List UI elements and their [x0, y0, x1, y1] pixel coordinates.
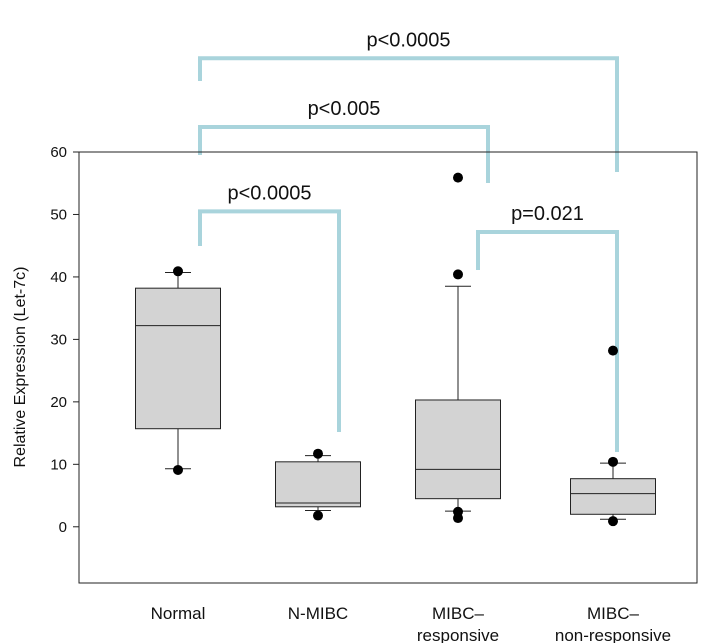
- x-axis-category-labels: Normal N-MIBC MIBC– responsive MIBC– non-resp…: [151, 604, 672, 643]
- significance-bracket-2: [198, 125, 490, 183]
- y-tick-label-40: 40: [50, 269, 67, 286]
- outlier-point: [608, 456, 618, 467]
- outlier-point: [173, 266, 183, 277]
- box-series: [135, 172, 656, 527]
- significance-bracket-1: [198, 56, 619, 172]
- iqr-box: [415, 399, 501, 500]
- p-value-labels: p<0.0005 p<0.005 p<0.0005 p=0.021: [228, 29, 584, 225]
- x-category-label: MIBC–: [432, 604, 485, 623]
- x-category-label: MIBC–: [587, 604, 640, 623]
- y-axis: 0 10 20 30 40 50 60: [50, 144, 79, 536]
- significance-bracket-3: [198, 209, 341, 432]
- y-tick-label-0: 0: [59, 519, 67, 536]
- bracket-line: [476, 229, 619, 452]
- y-tick-label-20: 20: [50, 394, 67, 411]
- x-category-sublabel: responsive: [417, 626, 499, 643]
- outlier-point: [608, 345, 618, 356]
- outlier-point: [453, 269, 463, 280]
- x-category-sublabel: non-responsive: [555, 626, 671, 643]
- p-value-label: p<0.005: [308, 98, 381, 120]
- outlier-point: [313, 448, 323, 459]
- p-value-label: p<0.0005: [367, 29, 451, 51]
- iqr-box: [135, 287, 221, 430]
- y-tick-label-10: 10: [50, 456, 67, 473]
- plot-area-frame: [78, 151, 698, 584]
- y-tick-label-50: 50: [50, 206, 67, 223]
- bracket-line: [198, 209, 341, 432]
- y-axis-title: Relative Expression (Let-7c): [12, 267, 29, 468]
- outlier-point: [608, 516, 618, 527]
- outlier-point: [313, 510, 323, 521]
- y-tick-label-60: 60: [50, 144, 67, 161]
- bracket-line: [198, 125, 490, 183]
- x-category-label: N-MIBC: [288, 604, 348, 623]
- p-value-label: p<0.0005: [228, 182, 312, 204]
- significance-brackets: [198, 56, 619, 452]
- significance-bracket-4: [476, 229, 619, 452]
- outlier-point: [453, 506, 463, 517]
- x-category-label: Normal: [151, 604, 206, 623]
- box-2: [275, 448, 361, 521]
- iqr-box: [275, 461, 361, 508]
- y-tick-label-30: 30: [50, 331, 67, 348]
- outlier-point: [453, 172, 463, 183]
- box-3: [415, 172, 501, 524]
- bracket-line: [198, 56, 619, 172]
- iqr-box: [570, 478, 656, 515]
- outlier-point: [173, 464, 183, 475]
- box-4: [570, 345, 656, 527]
- box-1: [135, 266, 221, 475]
- p-value-label: p=0.021: [511, 203, 584, 225]
